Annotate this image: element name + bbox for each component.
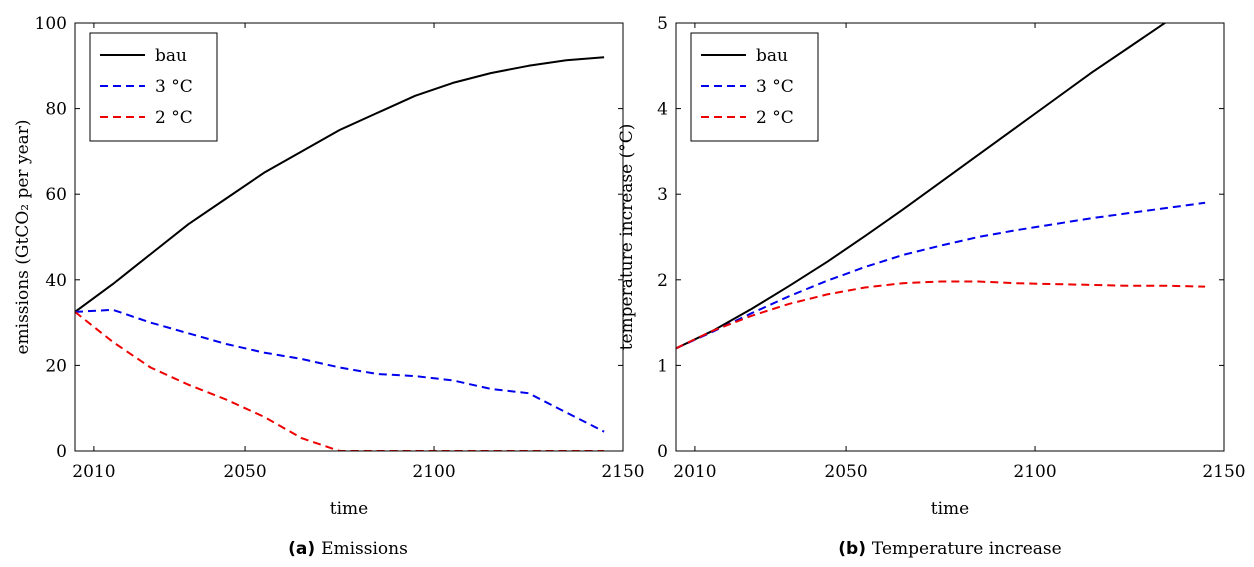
y-tick-label: 5 <box>657 14 668 34</box>
legend-label: bau <box>756 46 788 66</box>
figure-caption: (a) Emissions <box>288 539 408 559</box>
chart-panel-a: 2010 2050 2100 2150 0 20 40 60 80 100 time emission… <box>13 14 645 559</box>
legend-box <box>690 32 819 142</box>
y-axis-label: temperature increase (°C) <box>617 124 637 351</box>
y-tick-label: 0 <box>657 442 668 462</box>
caption-tag: (b) <box>838 539 872 559</box>
x-tick-label: 2010 <box>72 462 115 482</box>
x-tick-label: 2150 <box>1202 462 1245 482</box>
series-line-3c <box>676 201 1206 350</box>
x-tick-label: 2100 <box>1013 462 1056 482</box>
y-tick-label: 40 <box>45 271 67 291</box>
plot-frame <box>675 22 1225 452</box>
caption-tag: (a) <box>288 539 321 559</box>
plot-frame <box>74 22 624 452</box>
x-tick-label: 2050 <box>824 462 867 482</box>
x-axis-label: time <box>931 499 969 519</box>
series-line-bau <box>75 56 605 313</box>
caption-text: Temperature increase <box>872 539 1062 559</box>
series-line-2c <box>75 311 605 451</box>
legend: bau 3 °C 2 °C <box>690 32 819 142</box>
y-tick-label: 60 <box>45 185 67 205</box>
legend: bau 3 °C 2 °C <box>89 32 218 142</box>
x-tick-label: 2100 <box>412 462 455 482</box>
figure-caption: (b) Temperature increase <box>838 539 1061 559</box>
x-tick-label: 2050 <box>223 462 266 482</box>
y-tick-label: 0 <box>56 442 67 462</box>
legend-label: 3 °C <box>756 77 794 97</box>
y-tick-label: 100 <box>35 14 67 34</box>
y-axis-label: emissions (GtCO₂ per year) <box>13 119 33 354</box>
legend-label: bau <box>155 46 187 66</box>
x-tick-label: 2010 <box>673 462 716 482</box>
y-tick-label: 80 <box>45 100 67 120</box>
y-tick-label: 4 <box>657 100 668 120</box>
legend-box <box>89 32 218 142</box>
series-line-3c <box>75 308 605 433</box>
caption-text: Emissions <box>321 539 408 559</box>
chart-panel-b: 2010 2050 2100 2150 0 1 2 3 4 5 time temperature in… <box>617 14 1246 559</box>
series-line-bau <box>676 23 1167 350</box>
legend-label: 3 °C <box>155 77 193 97</box>
legend-label: 2 °C <box>155 108 193 128</box>
legend-label: 2 °C <box>756 108 794 128</box>
y-tick-label: 3 <box>657 185 668 205</box>
y-tick-label: 20 <box>45 356 67 376</box>
y-tick-label: 2 <box>657 271 668 291</box>
x-axis-label: time <box>330 499 368 519</box>
y-tick-label: 1 <box>657 356 668 376</box>
x-tick-label: 2150 <box>601 462 644 482</box>
series-line-2c <box>676 280 1206 350</box>
